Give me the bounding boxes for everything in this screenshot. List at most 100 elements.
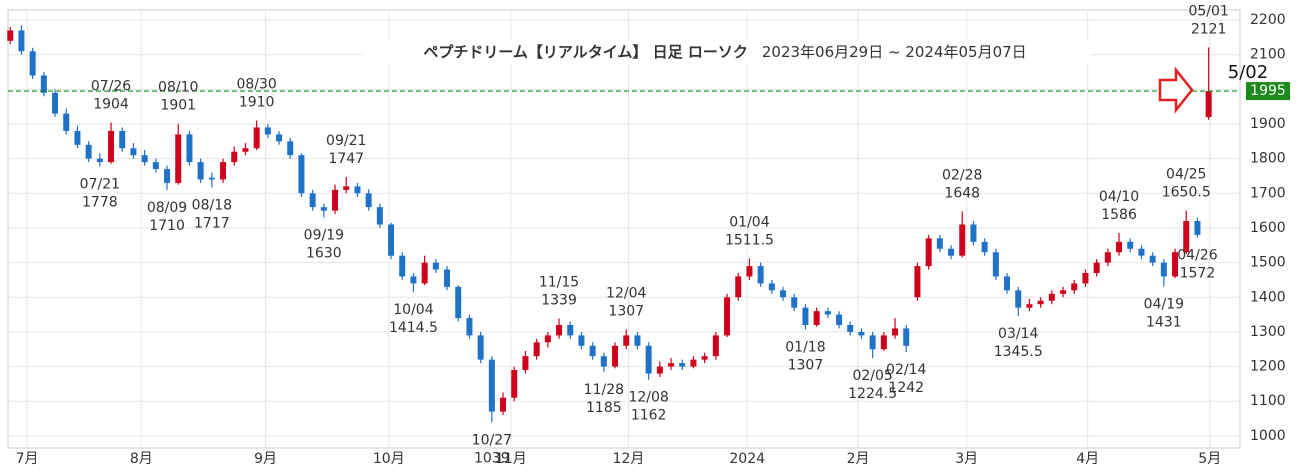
chart-title: ペプチドリーム【リアルタイム】 日足 ローソク 2023年06月29日 ~ 202… [423, 43, 1026, 61]
current-price-label: 1995 [1250, 83, 1286, 99]
x-tick-label: 5月 [1198, 451, 1221, 467]
candle-body [141, 155, 148, 163]
candle-body [858, 331, 865, 336]
annotation-value: 1717 [194, 215, 230, 231]
candle-body [970, 224, 977, 242]
annotation-date: 04/25 [1166, 166, 1206, 182]
candle-body [925, 238, 932, 267]
x-tick-label: 8月 [130, 451, 153, 467]
candle-body [1194, 221, 1201, 235]
candle-body [175, 134, 182, 183]
candle-body [836, 314, 843, 325]
annotation-date: 01/04 [729, 215, 769, 231]
candle-body [287, 141, 294, 156]
y-tick-label: 1100 [1250, 393, 1286, 409]
candle-body [130, 148, 137, 156]
y-tick-label: 2200 [1250, 12, 1286, 28]
annotation-date: 12/08 [628, 390, 668, 406]
annotation-value: 1586 [1101, 207, 1137, 223]
candle-body [824, 311, 831, 315]
candle-body [981, 241, 988, 253]
annotation-date: 08/09 [147, 200, 187, 216]
candle-body [354, 186, 361, 194]
candle-body [276, 134, 283, 142]
candle-body [343, 186, 350, 190]
candle-body [365, 193, 372, 208]
candle-body [74, 130, 81, 145]
y-tick-label: 1400 [1250, 289, 1286, 305]
candle-body [63, 113, 70, 131]
candle-body [388, 224, 395, 256]
annotation-date: 04/26 [1177, 248, 1217, 264]
candle-body [186, 134, 193, 163]
candle-body [623, 335, 630, 346]
candle-body [108, 130, 115, 163]
candle-body [791, 297, 798, 308]
y-tick-label: 2100 [1250, 47, 1286, 63]
annotation-value: 1307 [788, 357, 824, 373]
annotation-value: 1431 [1146, 315, 1182, 331]
annotation-value: 1224.5 [848, 386, 897, 402]
annotation-date: 09/21 [326, 133, 366, 149]
candle-body [522, 356, 529, 371]
candle-body [96, 158, 103, 163]
candle-body [488, 359, 495, 412]
candle-body [768, 283, 775, 291]
candle-body [410, 276, 417, 284]
candle-body [690, 359, 697, 367]
candle-body [119, 130, 126, 149]
candle-body [264, 127, 271, 135]
candle-body [600, 356, 607, 367]
annotation-date: 09/19 [304, 228, 344, 244]
title: ペプチドリーム【リアルタイム】 日足 ローソク [423, 43, 748, 61]
candle-body [432, 262, 439, 270]
candle-body [746, 266, 753, 277]
candle-body [1149, 255, 1156, 263]
candle-body [936, 238, 943, 249]
annotations: 07/21 1778 07/26 1904 08/09 1710 08/10 1901 08/1… [80, 3, 1229, 466]
candle-body [589, 345, 596, 357]
candle-body [1071, 283, 1078, 291]
x-tick-label: 12月 [613, 451, 645, 467]
candle-body [1082, 273, 1089, 284]
candle-body [757, 266, 764, 284]
annotation-value: 1910 [239, 95, 275, 111]
annotation-value: 1901 [160, 98, 196, 114]
candle-body [914, 266, 921, 298]
annotation-date: 10/04 [393, 302, 433, 318]
y-tick-label: 1000 [1250, 428, 1286, 444]
candle-body [679, 363, 686, 367]
candle-body [208, 177, 215, 180]
candle-body [780, 290, 787, 298]
x-tick-label: 11月 [495, 451, 527, 467]
candle-body [85, 144, 92, 159]
candle-body [253, 127, 260, 149]
annotation-date: 07/21 [80, 176, 120, 192]
candle-body [544, 335, 551, 343]
x-tick-label: 10月 [373, 451, 405, 467]
candle-body [567, 324, 574, 336]
annotation-value: 1572 [1180, 266, 1216, 282]
candle-body [220, 162, 227, 180]
candle-body [645, 345, 652, 374]
x-tick-label: 7月 [16, 451, 39, 467]
candle-body [1037, 300, 1044, 305]
annotation-date: 08/30 [236, 77, 276, 93]
candle-body [1127, 241, 1134, 249]
candle-body [7, 30, 14, 41]
candle-body [1138, 248, 1145, 256]
candle-body [421, 262, 428, 284]
candle-body [959, 224, 966, 256]
candle-body [332, 189, 339, 211]
candle-body [880, 335, 887, 350]
annotation-date: 11/28 [584, 382, 624, 398]
candle-body [948, 248, 955, 256]
candle-body [612, 345, 619, 367]
current-price-box [1246, 82, 1290, 101]
annotation-value: 1039 [474, 450, 510, 466]
annotation-date: 08/18 [192, 197, 232, 213]
annotation-value: 1307 [608, 303, 644, 319]
x-tick-label: 4月 [1076, 451, 1099, 467]
candle-body [656, 366, 663, 374]
candle-body [1060, 290, 1067, 294]
